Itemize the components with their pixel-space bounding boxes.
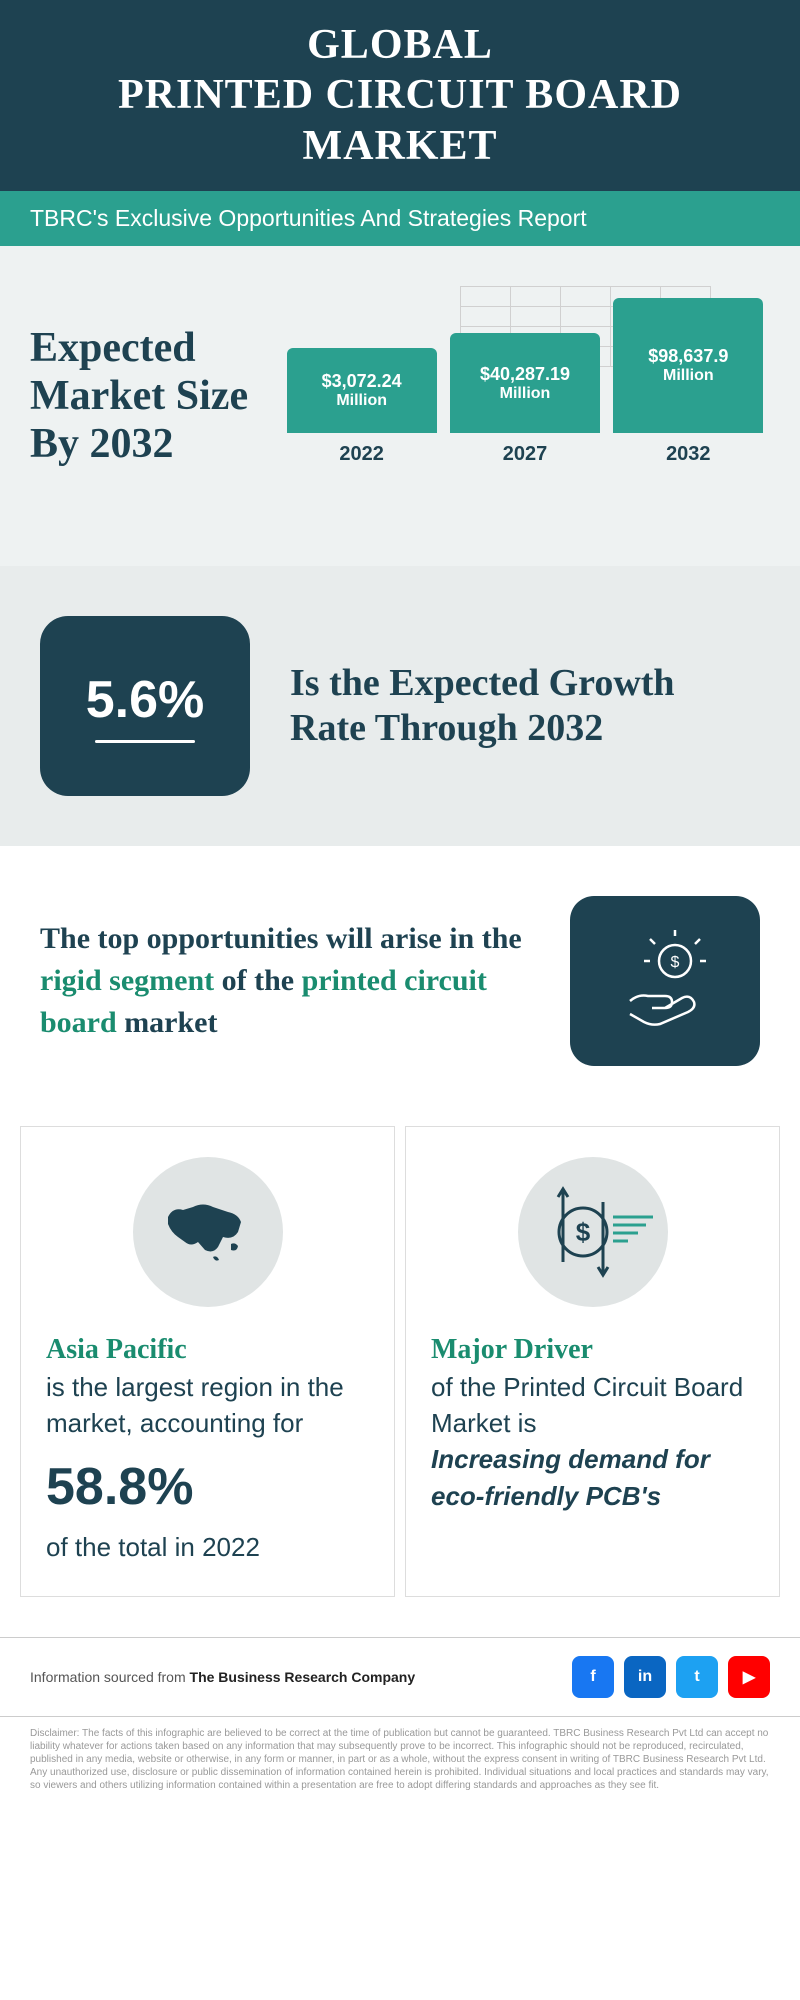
bar-unit: Million [500,385,551,403]
bar: $98,637.9 Million [613,298,763,433]
title-line: GLOBAL [307,22,493,68]
bar-value: $3,072.24 [322,371,402,392]
asia-map-icon [153,1192,263,1272]
source-text: Information sourced from The Business Re… [30,1669,415,1685]
growth-text: Is the Expected Growth Rate Through 2032 [290,661,760,752]
driver-body: of the Printed Circuit Board Market is I… [431,1369,754,1515]
region-body-text: of the total in 2022 [46,1532,260,1562]
lightbulb-hand-icon: $ [570,896,760,1066]
region-percentage: 58.8% [46,1451,369,1524]
bar-year: 2022 [339,443,384,466]
bar-value: $40,287.19 [480,364,570,385]
bar-value: $98,637.9 [648,346,728,367]
region-icon-circle [133,1157,283,1307]
opp-highlight: rigid segment [40,964,214,997]
source-name: The Business Research Company [190,1669,416,1685]
opportunity-section: The top opportunities will arise in the … [0,846,800,1116]
growth-percentage: 5.6% [86,670,205,730]
bar-year: 2027 [503,443,548,466]
driver-card: $ Major Driver of the Printed Circuit Bo… [405,1126,780,1596]
region-heading: Asia Pacific [46,1332,369,1368]
opp-suffix: market [117,1006,218,1039]
disclaimer-text: Disclaimer: The facts of this infographi… [0,1716,800,1822]
svg-text:$: $ [575,1217,590,1247]
growth-rate-section: 5.6% Is the Expected Growth Rate Through… [0,566,800,846]
twitter-icon[interactable]: t [676,1656,718,1698]
title-line: PRINTED CIRCUIT BOARD [118,72,682,118]
driver-body-text: of the Printed Circuit Board Market is [431,1372,743,1438]
opp-mid: of the [214,964,301,997]
region-card: Asia Pacific is the largest region in th… [20,1126,395,1596]
bar: $3,072.24 Million [287,348,437,433]
driver-icon-circle: $ [518,1157,668,1307]
driver-italic-text: Increasing demand for eco-friendly PCB's [431,1441,754,1514]
bar: $40,287.19 Million [450,333,600,433]
main-title: GLOBAL PRINTED CIRCUIT BOARD MARKET [30,20,770,171]
dollar-arrows-icon: $ [528,1177,658,1287]
svg-text:$: $ [671,954,680,971]
youtube-icon[interactable]: ▶ [728,1656,770,1698]
market-size-heading: Expected Market Size By 2032 [30,324,260,469]
bar-unit: Million [663,367,714,385]
social-icons: fint▶ [572,1656,770,1698]
growth-badge: 5.6% [40,616,250,796]
region-body: is the largest region in the market, acc… [46,1369,369,1566]
facebook-icon[interactable]: f [572,1656,614,1698]
bar-unit: Million [336,392,387,410]
header-title: GLOBAL PRINTED CIRCUIT BOARD MARKET [0,0,800,191]
region-body-text: is the largest region in the market, acc… [46,1372,344,1438]
linkedin-icon[interactable]: in [624,1656,666,1698]
opp-prefix: The top opportunities will arise in the [40,922,522,955]
idea-icon: $ [610,926,720,1036]
opportunity-text: The top opportunities will arise in the … [40,918,540,1044]
bar-chart: $3,072.24 Million 2022 $40,287.19 Millio… [280,286,770,506]
footer-source: Information sourced from The Business Re… [0,1637,800,1716]
underline-decoration [95,740,195,743]
subtitle-band: TBRC's Exclusive Opportunities And Strat… [0,191,800,246]
bar-wrap: $3,072.24 Million 2022 [287,348,437,466]
bar-wrap: $40,287.19 Million 2027 [450,333,600,466]
two-column-section: Asia Pacific is the largest region in th… [0,1116,800,1636]
title-line: MARKET [303,123,498,169]
source-prefix: Information sourced from [30,1669,190,1685]
bar-year: 2032 [666,443,711,466]
bar-wrap: $98,637.9 Million 2032 [613,298,763,466]
market-size-section: Expected Market Size By 2032 $3,072.24 M… [0,246,800,566]
driver-heading: Major Driver [431,1332,754,1368]
market-size-label: Expected Market Size By 2032 [30,324,260,469]
subtitle-text: TBRC's Exclusive Opportunities And Strat… [30,205,770,232]
